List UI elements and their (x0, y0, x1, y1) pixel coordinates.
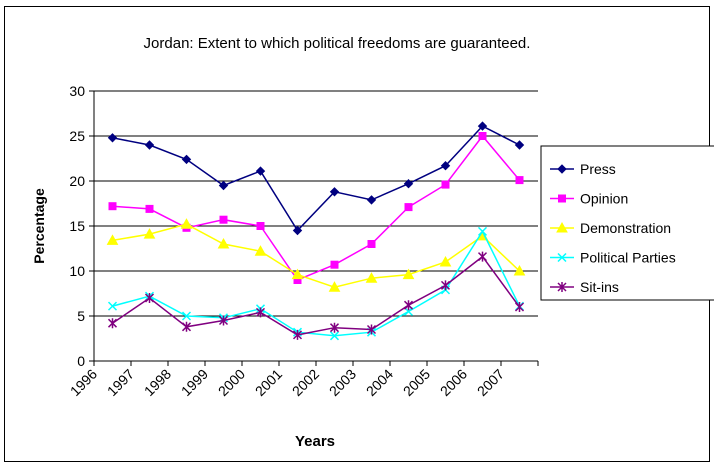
data-point-sit-ins (181, 321, 192, 332)
data-point-demonstration (513, 264, 526, 276)
y-axis-label: Percentage (31, 188, 47, 264)
legend-marker-political-parties (557, 252, 567, 263)
y-tick-label: 5 (77, 308, 85, 324)
x-axis-label: Years (295, 433, 335, 450)
data-point-press (403, 178, 414, 189)
legend-marker-press (557, 164, 567, 174)
legend-label-political-parties: Political Parties (580, 250, 676, 266)
data-point-political-parties (181, 311, 192, 321)
y-tick-label: 0 (77, 353, 85, 369)
data-point-opinion (256, 222, 265, 230)
legend-marker-sit-ins (557, 282, 567, 292)
data-point-press (514, 140, 525, 150)
data-point-political-parties (477, 226, 488, 236)
data-point-press (144, 140, 155, 150)
x-tick-label: 2003 (326, 366, 359, 399)
data-point-opinion (367, 240, 376, 248)
series-line-opinion (112, 134, 521, 281)
series-line-press (112, 125, 520, 232)
legend-label-opinion: Opinion (580, 191, 628, 207)
x-tick-label: 2007 (474, 366, 507, 399)
x-tick-label: 2000 (215, 366, 248, 399)
data-point-sit-ins (292, 329, 303, 340)
x-tick-label: 1998 (141, 366, 174, 399)
legend-label-sit-ins: Sit-ins (580, 279, 619, 295)
x-tick-label: 1996 (67, 366, 100, 399)
x-tick-label: 1997 (104, 366, 137, 399)
x-tick-label: 2002 (289, 366, 322, 399)
y-tick-label: 30 (69, 83, 85, 99)
data-point-sit-ins (403, 300, 414, 311)
data-point-opinion (478, 132, 487, 140)
data-point-sit-ins (144, 293, 155, 303)
data-point-political-parties (329, 331, 340, 341)
data-point-press (477, 121, 488, 131)
data-point-demonstration (180, 218, 193, 229)
data-point-press (440, 160, 451, 171)
legend-marker-opinion (558, 194, 566, 203)
series-line-sit-ins (112, 255, 521, 336)
data-point-sit-ins (218, 315, 229, 326)
data-point-opinion (145, 204, 154, 213)
y-tick-label: 10 (69, 263, 85, 279)
data-point-demonstration (254, 245, 267, 256)
x-tick-label: 2004 (363, 366, 396, 399)
data-point-opinion (108, 202, 117, 211)
data-point-demonstration (439, 255, 452, 267)
data-point-press (329, 187, 340, 197)
x-tick-label: 2005 (400, 366, 433, 399)
data-point-opinion (404, 203, 413, 212)
legend-marker-demonstration (556, 221, 568, 233)
y-tick-label: 20 (69, 173, 85, 189)
legend-label-demonstration: Demonstration (580, 220, 671, 236)
data-point-sit-ins (440, 280, 451, 291)
data-point-opinion (441, 180, 450, 189)
data-point-sit-ins (514, 302, 525, 312)
legend-box (540, 145, 714, 301)
data-point-sit-ins (107, 318, 118, 329)
data-point-sit-ins (477, 251, 488, 262)
data-point-sit-ins (329, 322, 340, 333)
data-point-press (292, 225, 303, 236)
data-point-press (366, 195, 377, 205)
data-point-demonstration (291, 268, 304, 280)
data-point-demonstration (106, 234, 119, 245)
data-point-sit-ins (255, 307, 266, 318)
data-point-press (107, 133, 118, 143)
data-point-press (255, 166, 266, 176)
x-tick-label: 2001 (252, 366, 285, 399)
data-point-press (218, 180, 229, 191)
data-point-demonstration (328, 281, 341, 292)
y-tick-label: 25 (69, 128, 85, 144)
data-point-sit-ins (366, 324, 377, 335)
series-line-demonstration (112, 223, 521, 288)
data-point-opinion (515, 176, 524, 185)
data-point-press (181, 154, 192, 165)
data-point-political-parties (107, 301, 118, 311)
data-point-opinion (219, 215, 228, 224)
x-tick-label: 1999 (178, 366, 211, 399)
plot-area: 0 5 10 15 20 25 30 1996 1997 1998 1999 2000 2001 2002… (67, 83, 539, 399)
legend: Press Opinion Demonstration Political Parti… (540, 145, 714, 301)
data-point-demonstration (365, 272, 378, 283)
series-line-political-parties (112, 229, 521, 337)
chart-title: Jordan: Extent to which political freedo… (144, 35, 531, 52)
data-point-demonstration (143, 228, 156, 239)
y-tick-label: 15 (69, 218, 85, 234)
legend-label-press: Press (580, 161, 616, 177)
x-tick-label: 2006 (437, 366, 470, 399)
data-point-opinion (330, 260, 339, 269)
data-point-demonstration (402, 268, 415, 280)
data-point-demonstration (217, 237, 230, 249)
